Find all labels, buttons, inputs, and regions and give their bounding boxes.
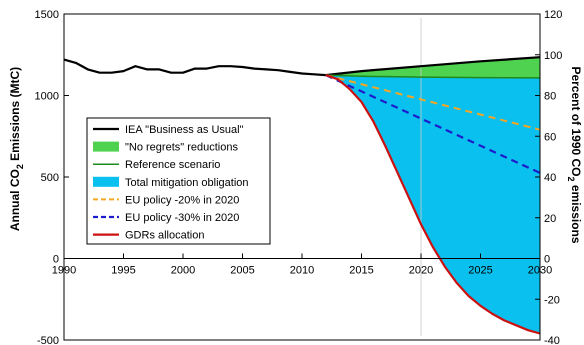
y-tick-label: 500 [41, 172, 59, 184]
legend-label: "No regrets" reductions [125, 142, 238, 154]
y2-tick-label: 120 [544, 9, 562, 21]
y-axis-title: Annual CO2 Emissions (MtC) [8, 67, 25, 231]
y-tick-label: 1000 [35, 91, 59, 103]
y2-tick-label: 80 [544, 91, 556, 103]
line-gdrs-allocation [325, 74, 541, 335]
line-eu-policy-30-in-2020 [325, 74, 541, 174]
y2-tick-label: 0 [544, 254, 550, 266]
y2-tick-label: 20 [544, 213, 556, 225]
band-no-regrets-reductions [325, 57, 540, 78]
legend-label: GDRs allocation [125, 230, 204, 242]
x-tick-label: 1995 [111, 265, 135, 277]
line-iea-business-as-usual [63, 56, 541, 77]
y2-tick-label: 60 [544, 131, 556, 143]
line-reference-scenario [325, 74, 541, 79]
legend-label: EU policy -30% in 2020 [125, 212, 239, 224]
x-tick-label: 2025 [468, 265, 492, 277]
legend-label: IEA "Business as Usual" [125, 124, 244, 136]
x-tick-label: 2015 [349, 265, 373, 277]
legend-swatch-total-mitigation-obligation [93, 176, 119, 187]
x-tick-label: 2005 [230, 265, 254, 277]
x-tick-label: 2000 [171, 265, 195, 277]
y-tick-label: -500 [37, 335, 59, 345]
x-tick-label: 2030 [528, 265, 552, 277]
y2-tick-label: -40 [544, 335, 560, 345]
x-tick-label: 2010 [290, 265, 314, 277]
legend-swatch-no-regrets-reductions [93, 141, 119, 152]
legend-label: Total mitigation obligation [125, 177, 249, 189]
y2-tick-label: 100 [544, 50, 562, 62]
band-total-mitigation-obligation [325, 75, 540, 334]
y-tick-label: 0 [53, 254, 59, 266]
legend-label: Reference scenario [125, 159, 220, 171]
y2-axis-title: Percent of 1990 CO2 emissions [566, 66, 583, 243]
y2-tick-label: -20 [544, 294, 560, 306]
x-tick-label: 2020 [409, 265, 433, 277]
x-tick-label: 1990 [52, 265, 76, 277]
line-eu-policy-20-in-2020 [325, 74, 541, 131]
legend: IEA "Business as Usual" "No regrets" redu… [86, 117, 271, 245]
y-tick-label: 1500 [35, 9, 59, 21]
legend-label: EU policy -20% in 2020 [125, 194, 239, 206]
y2-tick-label: 40 [544, 172, 556, 184]
